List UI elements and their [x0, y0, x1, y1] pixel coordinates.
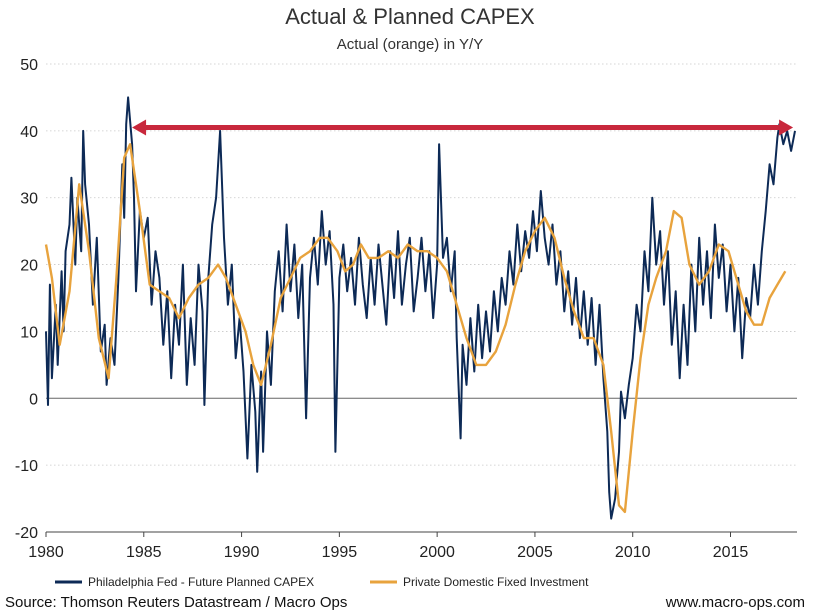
series-line-private-fixed-investment [44, 143, 787, 514]
x-tick-label: 1995 [322, 544, 358, 561]
grid [46, 63, 797, 533]
y-tick-label: 30 [20, 191, 38, 208]
x-tick-label: 2015 [713, 544, 749, 561]
x-tick-label: 1980 [28, 544, 64, 561]
x-tick-label: 2000 [419, 544, 455, 561]
y-tick-label: 20 [20, 258, 38, 275]
y-tick-label: -20 [15, 525, 38, 542]
y-tick-label: 40 [20, 124, 38, 141]
series-line-planned-capex [45, 96, 796, 520]
legend: Philadelphia Fed - Future Planned CAPEX … [55, 575, 589, 589]
annotations [132, 119, 794, 136]
x-tick-label: 2010 [615, 544, 651, 561]
annotation-arrow-head-left [132, 119, 147, 136]
chart-title: Actual & Planned CAPEX [285, 4, 535, 29]
y-tick-label: 0 [29, 391, 38, 408]
y-axis: -20 -10 0 10 20 30 40 50 [15, 57, 38, 542]
x-tick-label: 2005 [517, 544, 553, 561]
y-tick-label: -10 [15, 458, 38, 475]
legend-label-actual: Private Domestic Fixed Investment [403, 575, 589, 589]
annotation-arrow-head-right [779, 119, 794, 136]
legend-label-planned: Philadelphia Fed - Future Planned CAPEX [88, 575, 314, 589]
plot-area [44, 96, 796, 520]
y-tick-label: 50 [20, 57, 38, 74]
x-tick-label: 1990 [224, 544, 260, 561]
website-text: www.macro-ops.com [665, 594, 805, 611]
chart-subtitle: Actual (orange) in Y/Y [337, 36, 483, 53]
x-axis: 1980 1985 1990 1995 2000 2005 2010 2015 [28, 531, 797, 561]
x-tick-label: 1985 [126, 544, 162, 561]
source-text: Source: Thomson Reuters Datastream / Mac… [5, 594, 347, 611]
y-tick-label: 10 [20, 324, 38, 341]
